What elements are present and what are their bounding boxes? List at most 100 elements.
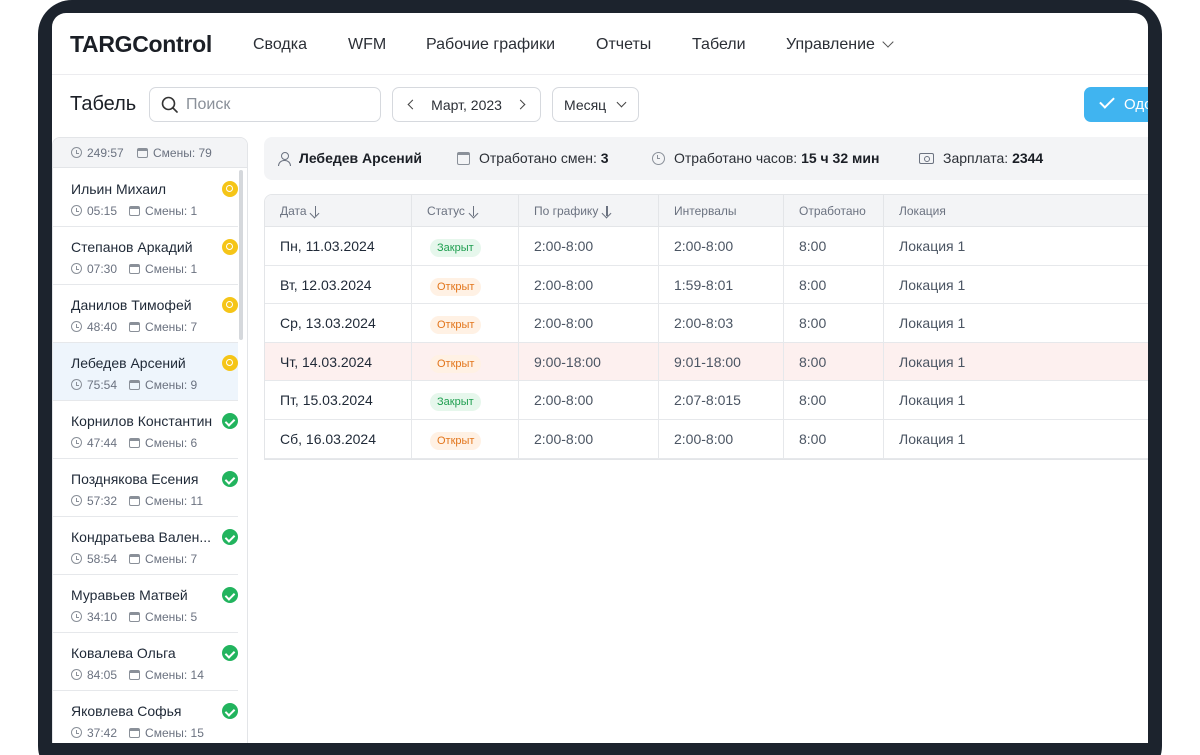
table-row[interactable]: Сб, 16.03.2024 Открыт 2:00-8:00 2:00-8:0… — [265, 419, 1148, 459]
cell-schedule: 2:00-8:00 — [519, 227, 659, 265]
worked-hours: Отработано часов: 15 ч 32 мин — [652, 150, 879, 166]
employee-meta: 48:40 Смены: 7 — [71, 320, 197, 334]
table-row[interactable]: Вт, 12.03.2024 Открыт 2:00-8:00 1:59-8:0… — [265, 265, 1148, 305]
employee-item-selected[interactable]: Лебедев Арсений 75:54 Смены: 9 — [53, 343, 238, 401]
employee-list-summary: 249:57 Смены: 79 — [53, 138, 247, 168]
column-header-intervals[interactable]: Интервалы — [659, 195, 784, 227]
clock-icon — [652, 152, 665, 165]
calendar-icon — [129, 206, 141, 216]
calendar-icon — [129, 438, 141, 448]
sort-down-icon — [606, 206, 608, 216]
nav-item-timesheets[interactable]: Табели — [692, 36, 746, 53]
nav-item-schedules[interactable]: Рабочие графики — [426, 36, 556, 53]
employee-item[interactable]: Ковалева Ольга 84:05 Смены: 14 — [53, 633, 238, 691]
employee-hours: 37:42 — [87, 726, 118, 740]
sort-down-icon — [314, 206, 316, 216]
top-navigation: TARGControl Сводка WFM Рабочие графики О… — [52, 13, 1148, 75]
column-header-schedule-label: По графику — [534, 204, 599, 218]
pending-status-icon — [222, 297, 238, 313]
employee-item[interactable]: Кондратьева Вален... 58:54 Смены: 7 — [53, 517, 238, 575]
employee-name: Лебедев Арсений — [71, 355, 186, 371]
employee-hours: 07:30 — [87, 262, 118, 276]
approved-status-icon — [222, 529, 238, 545]
cell-location: Локация 1 — [899, 238, 966, 254]
search-icon — [161, 96, 178, 113]
clock-icon — [71, 379, 82, 390]
cell-schedule: 2:00-8:00 — [519, 381, 659, 419]
period-selector: Март, 2023 — [392, 87, 541, 122]
column-header-worked[interactable]: Отработано — [784, 195, 884, 227]
employee-name: Позднякова Есения — [71, 471, 199, 487]
employee-meta: 47:44 Смены: 6 — [71, 436, 197, 450]
table-row[interactable]: Пт, 15.03.2024 Закрыт 2:00-8:00 2:07-8:0… — [265, 381, 1148, 420]
employee-meta: 37:42 Смены: 15 — [71, 726, 204, 740]
calendar-icon — [129, 670, 141, 680]
clock-icon — [71, 727, 82, 738]
nav-item-wfm[interactable]: WFM — [348, 36, 387, 53]
column-header-date-label: Дата — [280, 204, 307, 218]
cell-status: Закрыт — [412, 381, 519, 419]
column-header-status-label: Статус — [427, 204, 465, 218]
employee-item[interactable]: Корнилов Константин 47:44 Смены: 6 — [53, 401, 238, 459]
search-input[interactable] — [186, 94, 371, 116]
column-header-schedule[interactable]: По графику — [519, 195, 659, 227]
approve-button[interactable]: Одобрить — [1084, 87, 1148, 122]
column-header-location[interactable]: Локация — [899, 204, 946, 218]
total-hours-value: 249:57 — [87, 146, 124, 160]
status-badge: Открыт — [430, 354, 482, 373]
salary: Зарплата: 2344 — [919, 150, 1043, 166]
employee-shifts: Смены: 5 — [145, 610, 198, 624]
pending-status-icon — [222, 239, 238, 255]
next-period-button[interactable] — [515, 99, 528, 111]
employee-list: 249:57 Смены: 79 Ильин Михаил 05:15 Смены… — [52, 137, 248, 743]
period-mode-select[interactable]: Месяц — [552, 87, 639, 122]
cell-intervals: 2:07-8:015 — [659, 381, 784, 419]
employee-meta: 75:54 Смены: 9 — [71, 378, 197, 392]
employee-item[interactable]: Ильин Михаил 05:15 Смены: 1 — [53, 169, 238, 227]
employee-meta: 57:32 Смены: 11 — [71, 494, 203, 508]
cell-location: Локация 1 — [899, 315, 966, 332]
employee-shifts: Смены: 1 — [145, 204, 198, 218]
approved-status-icon — [222, 413, 238, 429]
employee-hours: 75:54 — [87, 378, 118, 392]
timesheet-table: Дата Статус По графику Интервалы Отработ… — [264, 194, 1148, 460]
employee-name: Данилов Тимофей — [71, 297, 192, 313]
calendar-icon — [129, 728, 141, 738]
check-icon — [1099, 93, 1115, 109]
calendar-icon — [137, 148, 148, 158]
sidebar-scrollbar[interactable] — [239, 170, 243, 340]
cell-schedule: 2:00-8:00 — [519, 265, 659, 304]
cell-intervals: 2:00-8:03 — [659, 304, 784, 342]
employee-item[interactable]: Муравьев Матвей 34:10 Смены: 5 — [53, 575, 238, 633]
employee-item[interactable]: Степанов Аркадий 07:30 Смены: 1 — [53, 227, 238, 285]
nav-item-reports[interactable]: Отчеты — [596, 36, 652, 53]
employee-name: Ильин Михаил — [71, 181, 167, 197]
cell-date: Пт, 15.03.2024 — [265, 381, 412, 419]
cell-location: Локация 1 — [899, 430, 966, 447]
cell-date: Чт, 14.03.2024 — [265, 342, 412, 381]
column-header-status[interactable]: Статус — [412, 195, 519, 227]
app-logo[interactable]: TARGControl — [70, 31, 212, 57]
cell-schedule: 2:00-8:00 — [519, 419, 659, 458]
worked-shifts: Отработано смен: 3 — [457, 150, 609, 166]
employee-shifts: Смены: 15 — [145, 726, 204, 740]
employee-item[interactable]: Позднякова Есения 57:32 Смены: 11 — [53, 459, 238, 517]
selected-employee-name: Лебедев Арсений — [299, 150, 422, 166]
employee-item[interactable]: Яковлева Софья 37:42 Смены: 15 — [53, 691, 238, 743]
employee-name: Кондратьева Вален... — [71, 529, 212, 545]
employee-item[interactable]: Данилов Тимофей 48:40 Смены: 7 — [53, 285, 238, 343]
approved-status-icon — [222, 645, 238, 661]
period-mode-value: Месяц — [564, 97, 607, 113]
nav-item-management[interactable]: Управление — [786, 36, 894, 54]
cell-schedule: 2:00-8:00 — [519, 304, 659, 342]
search-box[interactable] — [149, 87, 381, 122]
column-header-date[interactable]: Дата — [265, 195, 412, 227]
salary-label: Зарплата: — [943, 150, 1013, 166]
employee-name: Ковалева Ольга — [71, 645, 176, 661]
table-row-highlighted[interactable]: Чт, 14.03.2024 Открыт 9:00-18:00 9:01-18… — [265, 342, 1148, 382]
employee-meta: 34:10 Смены: 5 — [71, 610, 197, 624]
table-row[interactable]: Пн, 11.03.2024 Закрыт 2:00-8:00 2:00-8:0… — [265, 227, 1148, 266]
employee-meta: 05:15 Смены: 1 — [71, 204, 197, 218]
nav-item-summary[interactable]: Сводка — [253, 36, 308, 53]
table-row[interactable]: Ср, 13.03.2024 Открыт 2:00-8:00 2:00-8:0… — [265, 304, 1148, 343]
